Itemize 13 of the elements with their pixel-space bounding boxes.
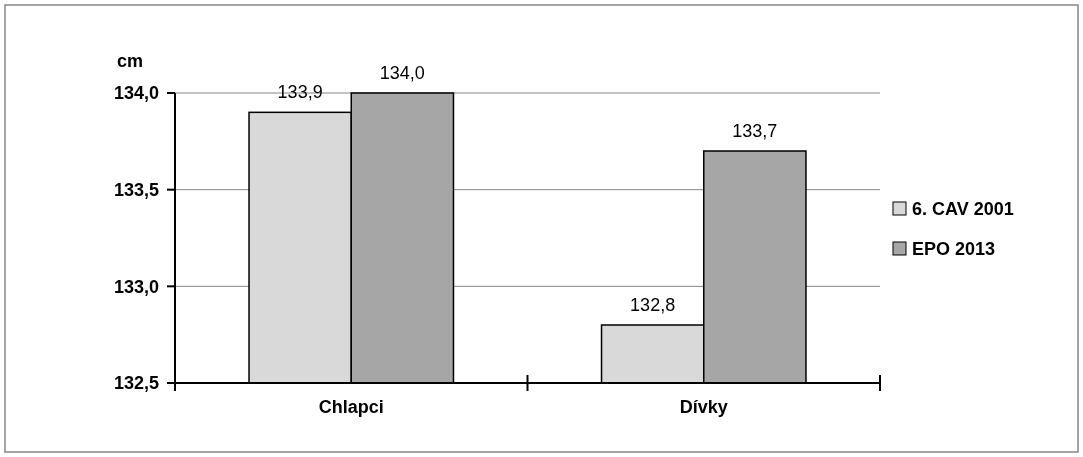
data-label: 134,0 <box>379 63 425 83</box>
data-label: 133,9 <box>277 82 323 103</box>
data-label: 132,8 <box>630 295 676 315</box>
legend-label: 6. CAV 2001 <box>912 199 1014 220</box>
y-tick-label: 132,5 <box>113 373 159 394</box>
data-label: 133,7 <box>732 121 778 141</box>
y-axis-title: cm <box>116 51 144 71</box>
y-tick-label: 133,5 <box>113 179 159 200</box>
legend-label: EPO 2013 <box>912 239 996 260</box>
y-tick-label: 134,0 <box>113 83 159 104</box>
x-tick-label: Dívky <box>679 397 728 417</box>
y-tick-label: 133,0 <box>113 276 159 297</box>
x-tick-label: Chlapci <box>318 397 384 417</box>
